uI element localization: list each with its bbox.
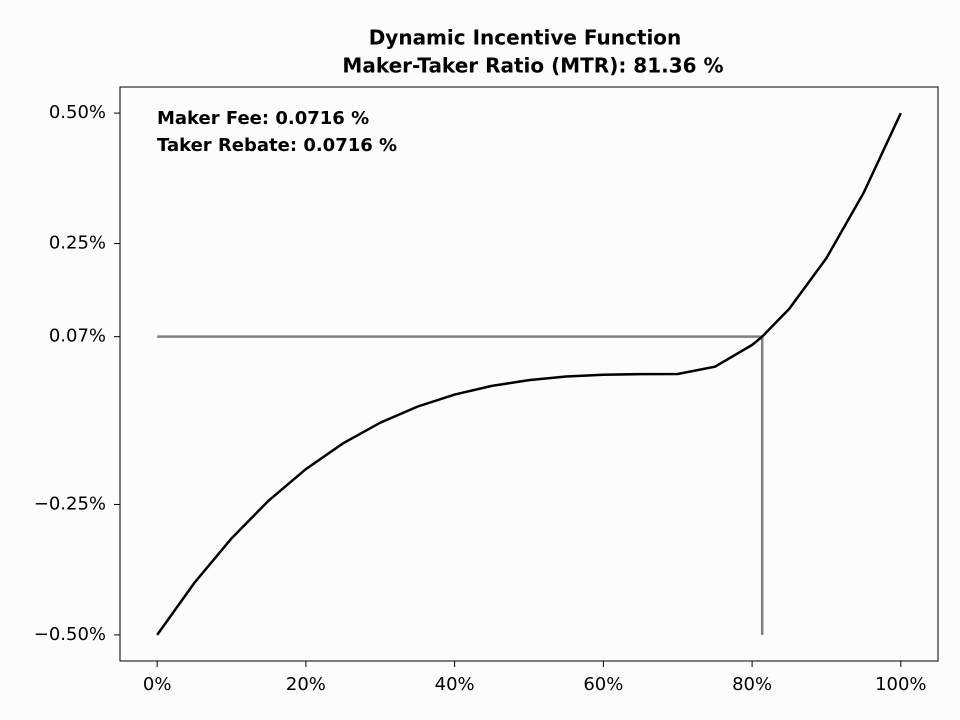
y-tick-label: 0.25% (49, 233, 106, 254)
x-tick-label: 40% (435, 674, 475, 695)
chart-title: Dynamic Incentive Function (369, 26, 682, 50)
x-tick-label: 20% (286, 674, 326, 695)
plot-frame (119, 86, 939, 662)
y-tick-label: −0.50% (34, 624, 106, 645)
x-tick-label: 0% (143, 674, 172, 695)
y-tick-label: 0.50% (49, 102, 106, 123)
annotation: Maker Fee: 0.0716 % (157, 108, 369, 129)
line (156, 112, 902, 636)
annotation: Taker Rebate: 0.0716 % (157, 135, 397, 156)
y-tick-label: −0.25% (34, 493, 106, 514)
x-tick-label: 100% (875, 674, 926, 695)
y-tick-label: 0.07% (49, 326, 106, 347)
x-tick-label: 80% (732, 674, 772, 695)
chart-subtitle: Maker-Taker Ratio (MTR): 81.36 % (342, 54, 723, 78)
x-tick-label: 60% (583, 674, 623, 695)
